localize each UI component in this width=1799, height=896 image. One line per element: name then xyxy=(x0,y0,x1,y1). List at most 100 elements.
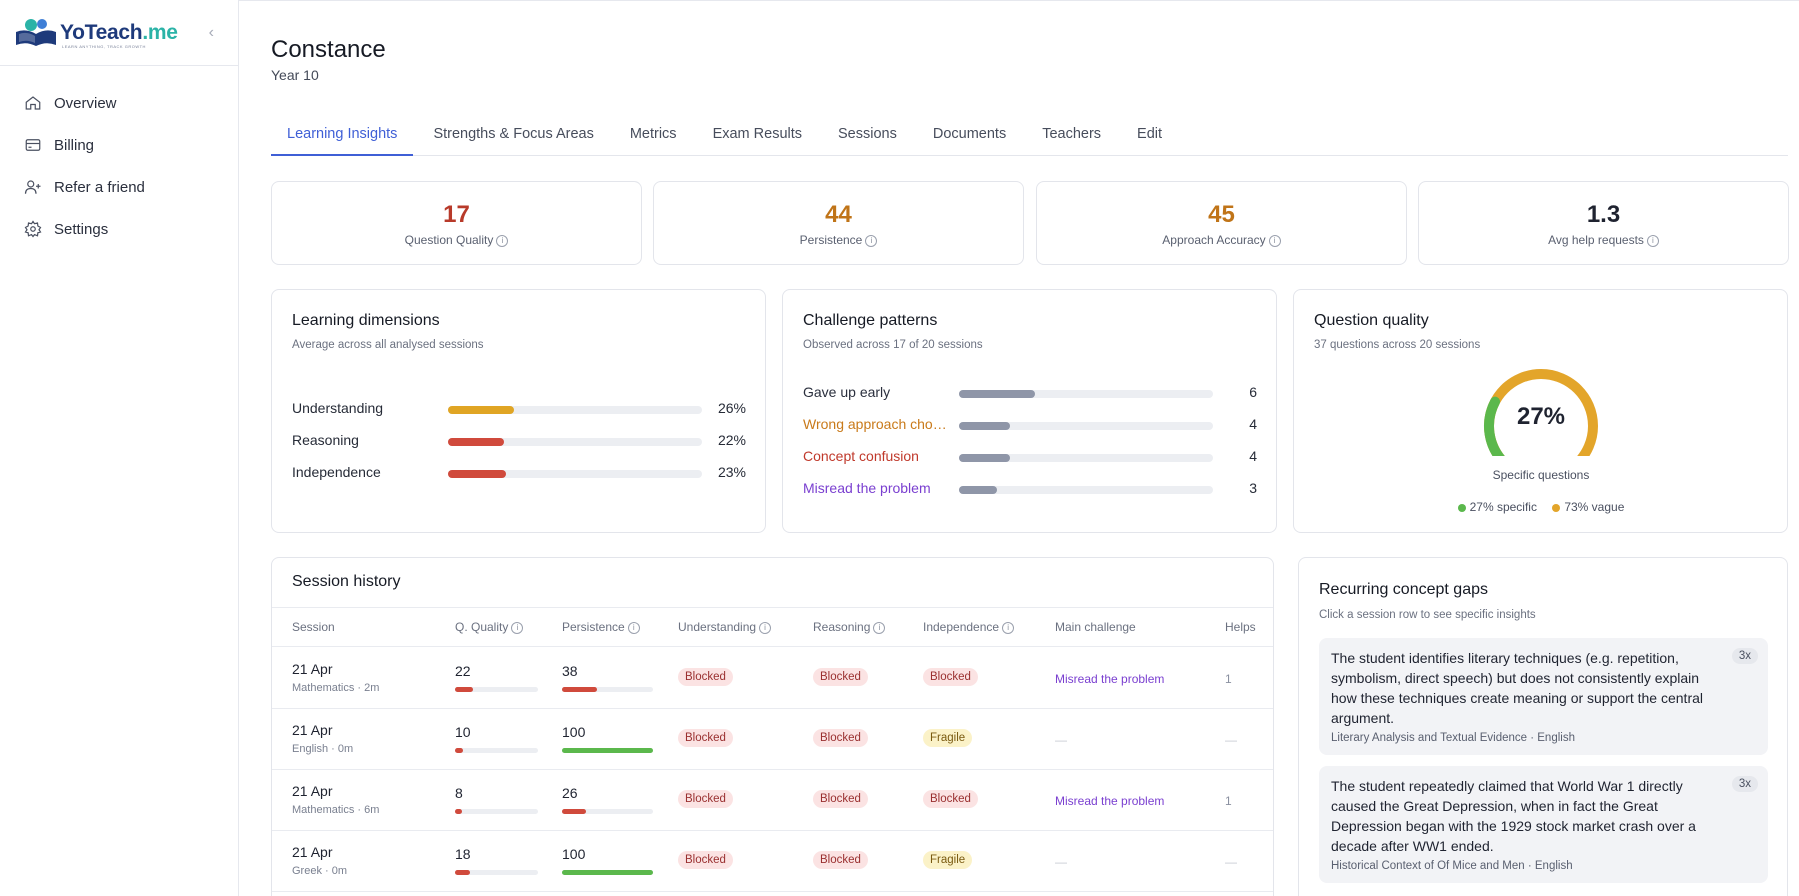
concept-gaps-panel: Recurring concept gaps Click a session r… xyxy=(1298,557,1788,896)
persistence-value: 100 xyxy=(562,724,586,740)
dimension-track xyxy=(448,406,702,414)
stat-card-avg-help: 1.3 Avg help requests i xyxy=(1418,181,1789,265)
info-icon[interactable]: i xyxy=(759,621,772,634)
challenge-row: Wrong approach chosen 4 xyxy=(803,416,1257,436)
gauge-legend: 27% specific 73% vague xyxy=(1294,500,1788,514)
tab-strengths-focus[interactable]: Strengths & Focus Areas xyxy=(433,126,594,142)
panel-subtitle: Average across all analysed sessions xyxy=(292,339,484,351)
stat-card-approach-accuracy: 45 Approach Accuracy i xyxy=(1036,181,1407,265)
column-header-main-challenge[interactable]: Main challenge xyxy=(1055,620,1136,634)
home-icon xyxy=(25,96,41,110)
panel-title: Recurring concept gaps xyxy=(1319,581,1488,598)
sidebar-item-settings[interactable]: Settings xyxy=(0,208,238,250)
column-header-helps[interactable]: Helps xyxy=(1225,620,1256,634)
reasoning-badge: Blocked xyxy=(813,851,868,869)
q-quality-bar xyxy=(455,687,538,692)
independence-badge: Fragile xyxy=(923,851,973,869)
tab-documents[interactable]: Documents xyxy=(932,126,1007,142)
column-header-understanding[interactable]: Understanding i xyxy=(678,620,772,634)
dimension-value: 22% xyxy=(717,432,746,448)
table-row[interactable]: 21 Apr English · 0m 10 100 Blocked Block… xyxy=(272,709,1273,770)
reasoning-badge: Blocked xyxy=(813,729,868,747)
column-header-q-quality[interactable]: Q. Quality i xyxy=(455,620,524,634)
tab-sessions[interactable]: Sessions xyxy=(838,126,897,142)
tab-learning-insights[interactable]: Learning Insights xyxy=(271,116,414,156)
collapse-chevron-icon[interactable]: ‹ xyxy=(208,24,214,41)
table-row[interactable]: 21 Apr Greek · 0m 18 100 Blocked Blocked… xyxy=(272,831,1273,892)
sidebar-item-refer[interactable]: Refer a friend xyxy=(0,166,238,208)
info-icon[interactable]: i xyxy=(1646,234,1659,247)
independence-badge: Blocked xyxy=(923,790,978,808)
dimension-row: Independence 23% xyxy=(292,464,746,484)
panel-subtitle: 37 questions across 20 sessions xyxy=(1314,339,1481,351)
q-quality-fill xyxy=(455,870,470,875)
dimension-label: Independence xyxy=(292,464,381,480)
brand[interactable]: YoTeach.me LEARN ANYTHING, TRACK GROWTH … xyxy=(0,0,238,66)
challenge-count: 3 xyxy=(1249,480,1257,496)
panel-title: Question quality xyxy=(1314,312,1429,329)
info-icon[interactable]: i xyxy=(873,621,886,634)
concept-gap-text: The student identifies literary techniqu… xyxy=(1331,650,1704,726)
gear-icon xyxy=(24,220,42,238)
persistence-value: 100 xyxy=(562,846,586,862)
info-icon[interactable]: i xyxy=(1268,234,1281,247)
sidebar: YoTeach.me LEARN ANYTHING, TRACK GROWTH … xyxy=(0,0,239,896)
helps-count: 1 xyxy=(1225,672,1232,686)
dimension-value: 23% xyxy=(717,464,746,480)
concept-gap-card[interactable]: The student repeatedly claimed that Worl… xyxy=(1319,766,1768,883)
column-label: Q. Quality xyxy=(455,620,509,634)
dimension-track xyxy=(448,438,702,446)
info-icon[interactable]: i xyxy=(496,234,509,247)
tab-teachers[interactable]: Teachers xyxy=(1042,126,1102,142)
brand-name: YoTeach.me xyxy=(60,20,178,44)
q-quality-fill xyxy=(455,748,464,753)
challenge-label: Misread the problem xyxy=(803,480,931,496)
q-quality-bar xyxy=(455,748,538,753)
challenge-fill xyxy=(959,422,1010,430)
tab-metrics[interactable]: Metrics xyxy=(629,126,677,142)
tab-bar: Learning Insights Strengths & Focus Area… xyxy=(271,116,1788,156)
tab-exam-results[interactable]: Exam Results xyxy=(712,126,803,142)
user-plus-icon xyxy=(24,180,41,194)
q-quality-bar xyxy=(455,870,538,875)
legend-dot xyxy=(1457,503,1466,512)
legend-label: 73% vague xyxy=(1564,500,1625,514)
main-challenge: Misread the problem xyxy=(1055,794,1165,808)
session-date: 21 Apr xyxy=(292,783,333,799)
table-row[interactable]: 21 Apr Mathematics · 6m 8 26 Blocked Blo… xyxy=(272,770,1273,831)
challenge-row: Concept confusion 4 xyxy=(803,448,1257,468)
column-header-reasoning[interactable]: Reasoning i xyxy=(813,620,886,634)
info-icon[interactable]: i xyxy=(1002,621,1015,634)
dimension-row: Understanding 26% xyxy=(292,400,746,420)
reasoning-badge: Blocked xyxy=(813,790,868,808)
concept-gap-text: The student repeatedly claimed that Worl… xyxy=(1331,778,1696,854)
session-meta: Mathematics · 2m xyxy=(292,682,380,694)
stat-label: Persistence xyxy=(799,233,863,247)
understanding-badge: Blocked xyxy=(678,790,733,808)
sidebar-item-overview[interactable]: Overview xyxy=(0,82,238,124)
info-icon[interactable]: i xyxy=(511,621,524,634)
persistence-value: 38 xyxy=(562,663,578,679)
sidebar-item-billing[interactable]: Billing xyxy=(0,124,238,166)
info-icon[interactable]: i xyxy=(627,621,640,634)
table-row[interactable]: 21 Apr Mathematics · 2m 22 38 Blocked Bl… xyxy=(272,648,1273,709)
top-divider xyxy=(239,0,1799,1)
challenge-track xyxy=(959,422,1213,430)
legend-dot xyxy=(1552,503,1561,512)
session-meta: Greek · 0m xyxy=(292,865,348,877)
column-header-independence[interactable]: Independence i xyxy=(923,620,1015,634)
concept-gap-card[interactable]: The student identifies literary techniqu… xyxy=(1319,638,1768,755)
legend-item-specific: 27% specific xyxy=(1457,500,1537,514)
dimension-value: 26% xyxy=(717,400,746,416)
column-header-session[interactable]: Session xyxy=(292,620,335,634)
logo-icon xyxy=(14,18,58,48)
challenge-fill xyxy=(959,486,998,494)
info-icon[interactable]: i xyxy=(865,234,878,247)
column-header-persistence[interactable]: Persistence i xyxy=(562,620,640,634)
main-challenge: Misread the problem xyxy=(1055,672,1165,686)
tab-edit[interactable]: Edit xyxy=(1137,126,1163,142)
stat-label: Approach Accuracy xyxy=(1162,233,1266,247)
stat-value: 45 xyxy=(1208,201,1235,228)
panel-title: Learning dimensions xyxy=(292,312,440,329)
challenge-label: Wrong approach chosen xyxy=(803,416,948,432)
